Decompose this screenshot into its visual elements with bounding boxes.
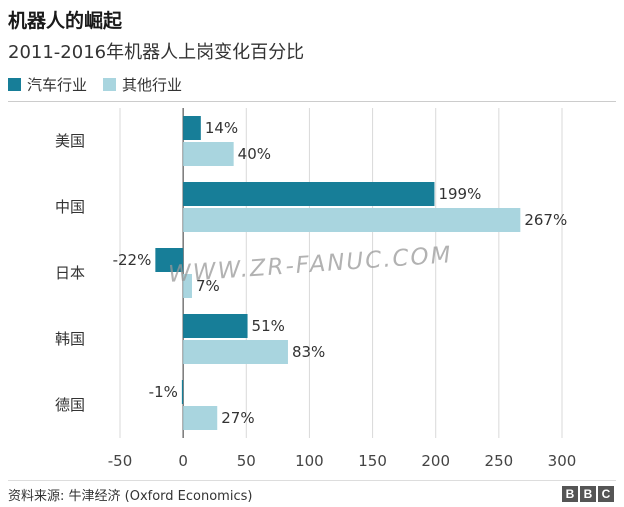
legend: 汽车行业 其他行业 <box>8 74 198 95</box>
data-label: 267% <box>524 211 567 229</box>
data-label: 40% <box>238 145 271 163</box>
bar-series-2 <box>183 274 192 298</box>
x-tick-label: 150 <box>358 452 387 470</box>
data-label: 199% <box>438 185 481 203</box>
legend-swatch-series-1 <box>8 78 21 91</box>
data-label: 7% <box>196 277 220 295</box>
bbc-logo-letter-3: C <box>598 486 614 502</box>
legend-item-series-2: 其他行业 <box>103 74 182 95</box>
x-tick-label: 300 <box>548 452 577 470</box>
footer-divider <box>8 480 616 481</box>
bbc-logo-letter-2: B <box>580 486 596 502</box>
chart-subtitle: 2011-2016年机器人上岗变化百分比 <box>8 42 305 63</box>
data-label: 83% <box>292 343 325 361</box>
bar-series-1 <box>155 248 184 272</box>
category-label: 日本 <box>55 264 85 282</box>
category-label: 韩国 <box>55 330 85 348</box>
bar-series-1 <box>181 380 184 404</box>
data-label: -1% <box>149 383 178 401</box>
data-label: 51% <box>252 317 285 335</box>
category-label: 中国 <box>55 198 85 216</box>
bar-series-2 <box>183 142 234 166</box>
data-label: 14% <box>205 119 238 137</box>
category-label: 德国 <box>55 396 85 414</box>
x-tick-label: 0 <box>178 452 188 470</box>
bar-series-1 <box>183 314 248 338</box>
x-tick-label: 200 <box>421 452 450 470</box>
data-label: -22% <box>113 251 152 269</box>
legend-label-series-1: 汽车行业 <box>27 76 88 94</box>
source-note: 资料来源: 牛津经济 (Oxford Economics) <box>8 489 253 504</box>
x-tick-label: 100 <box>295 452 324 470</box>
bbc-logo: B B C <box>560 486 614 502</box>
legend-label-series-2: 其他行业 <box>122 76 183 94</box>
chart-title: 机器人的崛起 <box>8 10 123 32</box>
category-label: 美国 <box>55 132 85 150</box>
x-tick-label: 250 <box>485 452 514 470</box>
data-label: 27% <box>221 409 254 427</box>
bar-series-2 <box>183 208 521 232</box>
bar-series-2 <box>183 406 218 430</box>
legend-item-series-1: 汽车行业 <box>8 74 87 95</box>
legend-divider <box>8 101 616 102</box>
legend-swatch-series-2 <box>103 78 117 91</box>
bar-series-1 <box>183 116 201 140</box>
bbc-logo-letter-1: B <box>562 486 578 502</box>
bar-series-1 <box>183 182 435 206</box>
x-tick-label: 50 <box>237 452 256 470</box>
x-tick-label: -50 <box>108 452 133 470</box>
bar-series-2 <box>183 340 288 364</box>
